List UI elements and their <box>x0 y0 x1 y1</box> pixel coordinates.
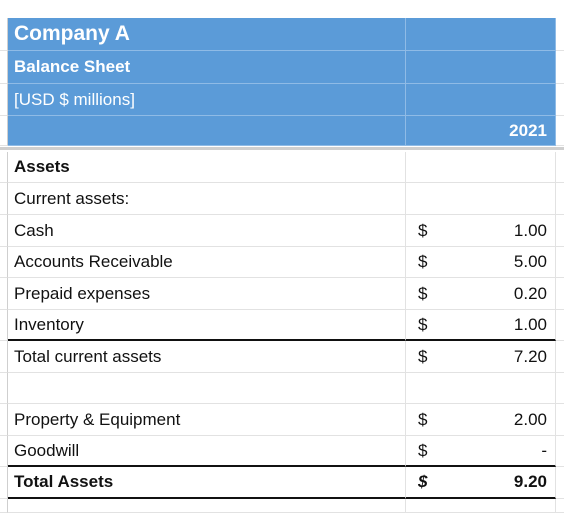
amount: 5.00 <box>513 252 547 271</box>
row-value-accounts-receivable[interactable]: $ 5.00 <box>406 247 556 278</box>
year-header-cell[interactable]: 2021 <box>406 116 556 146</box>
table-row: Assets <box>0 152 564 183</box>
table-row <box>0 499 564 513</box>
frozen-row-divider[interactable] <box>0 147 564 150</box>
amount: - <box>541 440 547 460</box>
empty-cell[interactable] <box>406 499 556 513</box>
empty-cell[interactable] <box>8 373 406 404</box>
current-assets-label[interactable]: Current assets: <box>8 183 406 215</box>
row-value-prepaid-expenses[interactable]: $ 0.20 <box>406 278 556 310</box>
row-label-total-assets[interactable]: Total Assets <box>8 467 406 499</box>
table-row: Inventory $ 1.00 <box>0 310 564 341</box>
row-label-accounts-receivable[interactable]: Accounts Receivable <box>8 247 406 278</box>
amount: 1.00 <box>513 220 547 240</box>
row-label-total-current-assets[interactable]: Total current assets <box>8 341 406 373</box>
header-row-statement: Balance Sheet <box>0 51 564 84</box>
row-label-cash[interactable]: Cash <box>8 215 406 247</box>
row-label-prepaid-expenses[interactable]: Prepaid expenses <box>8 278 406 310</box>
empty-cell[interactable] <box>8 499 406 513</box>
row-value-goodwill[interactable]: $ - <box>406 436 556 467</box>
header-row-units: [USD $ millions] <box>0 84 564 116</box>
assets-section-label[interactable]: Assets <box>8 152 406 183</box>
row-value-inventory[interactable]: $ 1.00 <box>406 310 556 341</box>
currency-symbol: $ <box>418 220 428 240</box>
row-value-cash[interactable]: $ 1.00 <box>406 215 556 247</box>
statement-title-cell[interactable]: Balance Sheet <box>8 51 406 84</box>
table-row <box>0 373 564 404</box>
header-row-company: Company A <box>0 18 564 51</box>
amount: 7.20 <box>513 346 547 366</box>
currency-symbol: $ <box>418 314 428 334</box>
currency-symbol: $ <box>418 346 428 366</box>
currency-symbol: $ <box>418 409 428 429</box>
table-row: Total current assets $ 7.20 <box>0 341 564 373</box>
amount: 2.00 <box>513 409 547 429</box>
amount: 0.20 <box>513 283 547 303</box>
row-value-total-assets[interactable]: $ 9.20 <box>406 467 556 499</box>
amount: 9.20 <box>513 472 547 491</box>
table-row: Accounts Receivable $ 5.00 <box>0 247 564 278</box>
amount: 1.00 <box>513 314 547 334</box>
currency-symbol: $ <box>418 440 428 460</box>
row-label-goodwill[interactable]: Goodwill <box>8 436 406 467</box>
table-row: Goodwill $ - <box>0 436 564 467</box>
row-value-total-current-assets[interactable]: $ 7.20 <box>406 341 556 373</box>
row-label-inventory[interactable]: Inventory <box>8 310 406 341</box>
header-row-year: 2021 <box>0 116 564 146</box>
units-cell[interactable]: [USD $ millions] <box>8 84 406 116</box>
table-row: Total Assets $ 9.20 <box>0 467 564 499</box>
currency-symbol: $ <box>418 283 428 303</box>
table-row: Current assets: <box>0 183 564 215</box>
table-row: Cash $ 1.00 <box>0 215 564 247</box>
company-name-cell[interactable]: Company A <box>8 18 406 51</box>
row-value-property-equipment[interactable]: $ 2.00 <box>406 404 556 436</box>
empty-cell[interactable] <box>406 373 556 404</box>
currency-symbol: $ <box>418 472 428 491</box>
table-row: Property & Equipment $ 2.00 <box>0 404 564 436</box>
table-row: Prepaid expenses $ 0.20 <box>0 278 564 310</box>
currency-symbol: $ <box>418 252 428 271</box>
row-label-property-equipment[interactable]: Property & Equipment <box>8 404 406 436</box>
